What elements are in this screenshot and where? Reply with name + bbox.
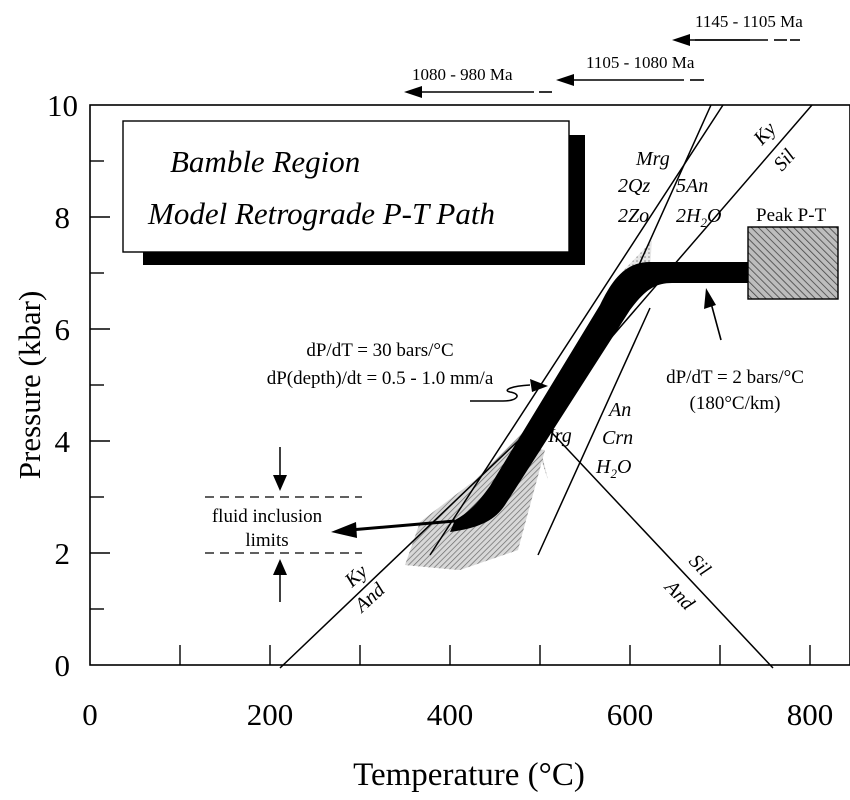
ky-and-line [279,419,541,669]
label-ky-upper: Ky [749,118,781,150]
exhumation-arrow [470,384,531,402]
x-tick-label: 400 [427,697,474,732]
five-an-line [629,104,712,286]
mrg-an-crn-line [537,307,651,556]
fluid-arrow-head [331,522,357,538]
y-tick-label: 10 [47,88,78,123]
y-axis-title: Pressure (kbar) [12,291,47,480]
peak-pt-label: Peak P-T [756,205,827,226]
label-2qz: 2Qz [618,175,650,197]
title-line-2: Model Retrograde P-T Path [147,196,495,231]
gradient-label: (180°C/km) [690,393,781,414]
steep-slope-label: dP/dT = 30 bars/°C [306,340,453,361]
age-arrow-2: 1105 - 1080 Ma [556,53,704,86]
mrg-qz-zo-line [429,104,724,556]
retrograde-path [450,262,748,532]
fluid-label-2: limits [245,530,288,551]
y-tick-label: 8 [55,200,71,235]
x-axis-title: Temperature (°C) [353,757,585,793]
fluid-inclusion-limits: fluid inclusion limits [205,447,362,602]
exhumation-arrow-head [530,379,548,392]
y-axis-ticks [90,160,110,610]
label-2h2o: 2H2O [676,205,721,230]
shallow-slope-label: dP/dT = 2 bars/°C [666,367,804,388]
label-mrg-lower: Mrg [537,425,572,447]
label-mrg: Mrg [635,148,670,170]
label-2zo: 2Zo [618,205,649,227]
y-tick-label: 2 [55,536,71,571]
label-sil-right: Sil [684,550,715,581]
label-crn: Crn [602,427,633,449]
title-box [122,120,570,253]
x-tick-label: 0 [82,697,98,732]
x-tick-label: 800 [787,697,834,732]
shallow-arrow-shaft [710,302,722,341]
label-h2o: H2O [595,456,631,481]
age-arrow-3: 1080 - 980 Ma [404,65,552,98]
fluid-arrow-shaft [349,519,456,532]
age-label-2: 1105 - 1080 Ma [586,53,695,72]
y-tick-label: 0 [55,648,71,683]
label-and-right: And [659,575,699,616]
label-an: An [607,399,631,421]
peak-pt-box [747,226,839,300]
title-line-1: Bamble Region [170,144,360,179]
x-tick-label: 200 [247,697,294,732]
y-tick-label: 6 [55,312,71,347]
exhumation-rate-label: dP(depth)/dt = 0.5 - 1.0 mm/a [267,368,494,389]
age-label-3: 1080 - 980 Ma [412,65,513,84]
x-axis-ticks [179,645,811,665]
x-tick-label: 600 [607,697,654,732]
label-5an: 5An [676,175,708,197]
shallow-arrow-head [704,288,716,309]
fluid-label-1: fluid inclusion [212,506,323,527]
age-label-1: 1145 - 1105 Ma [695,12,803,31]
y-tick-label: 4 [55,424,71,459]
age-arrow-1: 1145 - 1105 Ma [672,12,803,46]
sil-and-line [539,419,774,669]
